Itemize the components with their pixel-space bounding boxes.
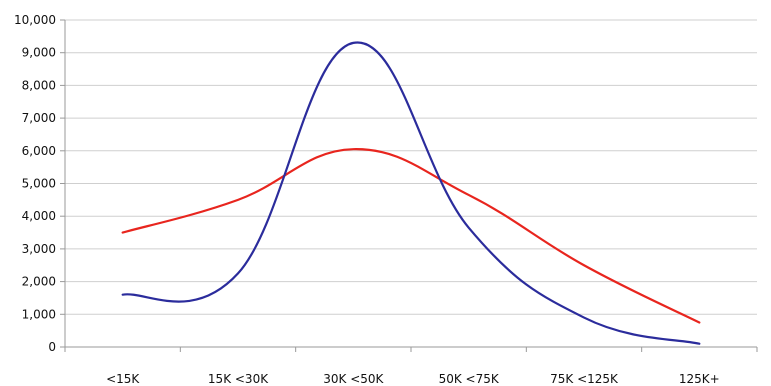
y-tick-label: 3,000 [22, 242, 56, 256]
y-tick-label: 0 [48, 340, 56, 354]
y-tick-label: 9,000 [22, 46, 56, 60]
y-tick-label: 7,000 [22, 111, 56, 125]
y-tick-label: 2,000 [22, 275, 56, 289]
series-lines [121, 41, 701, 345]
series-line-2 [121, 41, 701, 345]
y-axis-ticks: 0 1,000 2,000 3,000 4,000 5,000 6,000 7,000 8,00… [14, 13, 65, 354]
grid-lines [65, 19, 757, 315]
y-tick-label: 4,000 [22, 209, 56, 223]
y-tick-label: 6,000 [22, 144, 56, 158]
y-tick-label: 1,000 [22, 307, 56, 321]
y-tick-label: 8,000 [22, 78, 56, 92]
y-tick-label: 10,000 [14, 13, 56, 27]
x-axis-ticks: <15K 15K <30K 30K <50K 50K <75K 75K <125K 125… [64, 347, 758, 386]
x-tick-label: 15K <30K [208, 372, 269, 386]
x-tick-label: 50K <75K [439, 372, 500, 386]
y-tick-label: 5,000 [22, 177, 56, 191]
x-tick-label: 125K+ [679, 372, 720, 386]
x-tick-label: 75K <125K [550, 372, 619, 386]
x-tick-label: 30K <50K [323, 372, 384, 386]
series-line-1 [121, 148, 701, 324]
x-tick-label: <15K [106, 372, 140, 386]
